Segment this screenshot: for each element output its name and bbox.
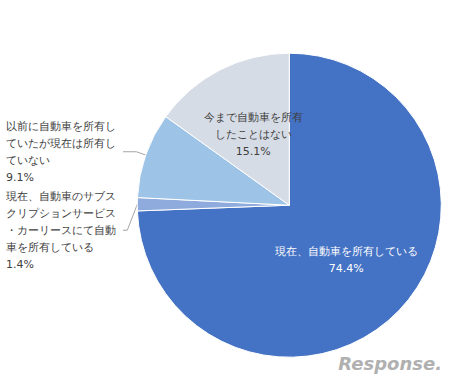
svg-text:1.4%: 1.4% [6, 258, 34, 271]
svg-text:15.1%: 15.1% [236, 145, 271, 158]
svg-text:74.4%: 74.4% [329, 262, 364, 275]
svg-text:車を所有している: 車を所有している [6, 241, 94, 254]
svg-text:今まで自動車を所有: 今まで自動車を所有 [204, 111, 303, 124]
svg-text:現在、自動車のサブス: 現在、自動車のサブス [6, 190, 116, 203]
svg-text:・カーリースにて自動: ・カーリースにて自動 [6, 224, 116, 237]
svg-text:Response.: Response. [338, 353, 442, 374]
svg-text:以前に自動車を所有し: 以前に自動車を所有し [6, 120, 116, 133]
svg-text:したことはない: したことはない [215, 128, 292, 141]
svg-text:現在、自動車を所有している: 現在、自動車を所有している [275, 245, 418, 258]
svg-text:クリプションサービス: クリプションサービス [6, 207, 116, 220]
svg-text:ていたが現在は所有し: ていたが現在は所有し [6, 137, 116, 150]
svg-text:ていない: ていない [6, 154, 50, 167]
svg-text:9.1%: 9.1% [6, 171, 34, 184]
